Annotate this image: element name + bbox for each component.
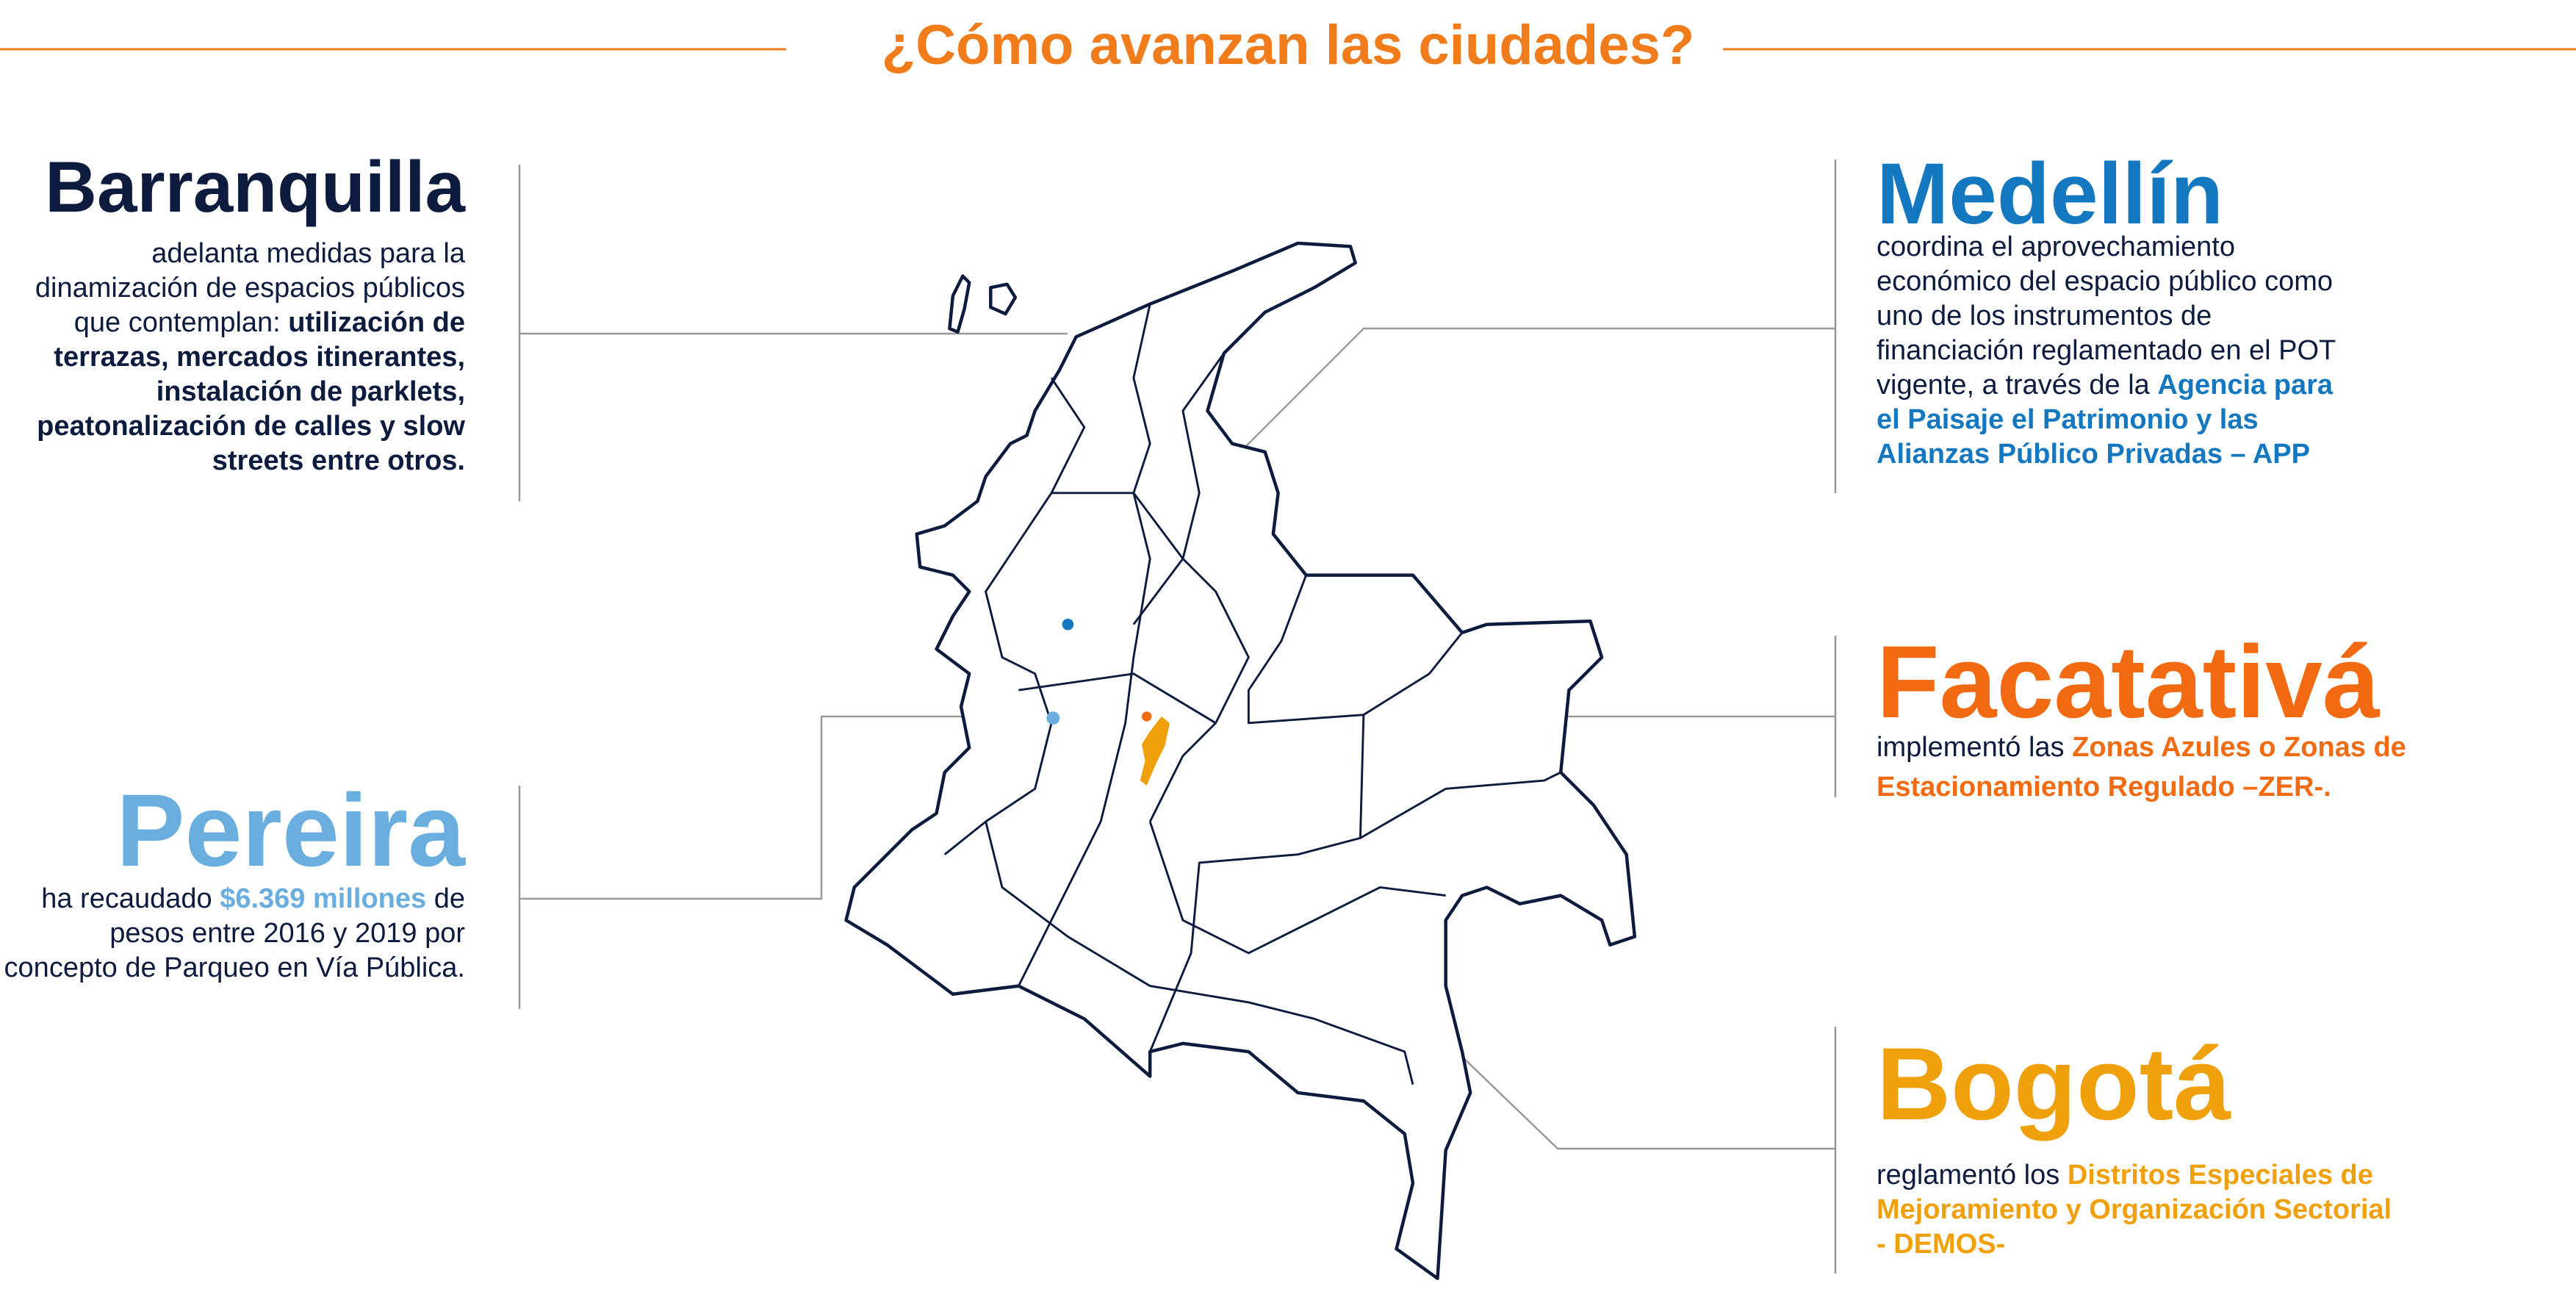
city-text: reglamentó los Distritos Especiales de M…	[1877, 1158, 2406, 1262]
text: adelanta medidas para la dinamización de…	[35, 238, 465, 338]
text: implementó las	[1877, 732, 2065, 763]
highlight: Zonas Azules o Zonas de Estacionamiento …	[1877, 732, 2406, 803]
highlight: $6.369 millones	[220, 883, 427, 914]
city-name: Barranquilla	[45, 146, 465, 227]
pereira-spot	[1046, 711, 1060, 725]
text: coordina el aprovechamiento económico de…	[1877, 231, 2336, 401]
city-name: Pereira	[116, 772, 465, 888]
facatativa-spot	[1142, 711, 1152, 722]
city-text: ha recaudado $6.369 millones de pesos en…	[0, 882, 465, 986]
city-name: Medellín	[1877, 146, 2224, 243]
text: reglamentó los	[1877, 1160, 2060, 1191]
city-text: coordina el aprovechamiento económico de…	[1877, 230, 2354, 472]
country-outline	[844, 241, 1637, 1280]
medellin-spot	[1062, 618, 1074, 631]
city-name: Facatativá	[1877, 624, 2380, 739]
highlight: utilización de terrazas, mercados itiner…	[37, 307, 465, 476]
city-name: Bogotá	[1877, 1026, 2231, 1141]
text: de pesos entre 2016 y 2019 por concepto …	[4, 883, 465, 983]
city-text: implementó las Zonas Azules o Zonas de E…	[1877, 728, 2479, 807]
title: ¿Cómo avanzan las ciudades?	[881, 14, 1695, 76]
department-borders	[943, 304, 1561, 1085]
text: ha recaudado	[41, 883, 212, 914]
city-text: adelanta medidas para la dinamización de…	[10, 237, 465, 478]
highlight: Agencia para el Paisaje el Patrimonio y …	[1877, 370, 2333, 470]
bogota-spot	[1140, 716, 1170, 786]
highlight: Distritos Especiales de Mejoramiento y O…	[1877, 1160, 2392, 1260]
island	[948, 274, 1018, 334]
